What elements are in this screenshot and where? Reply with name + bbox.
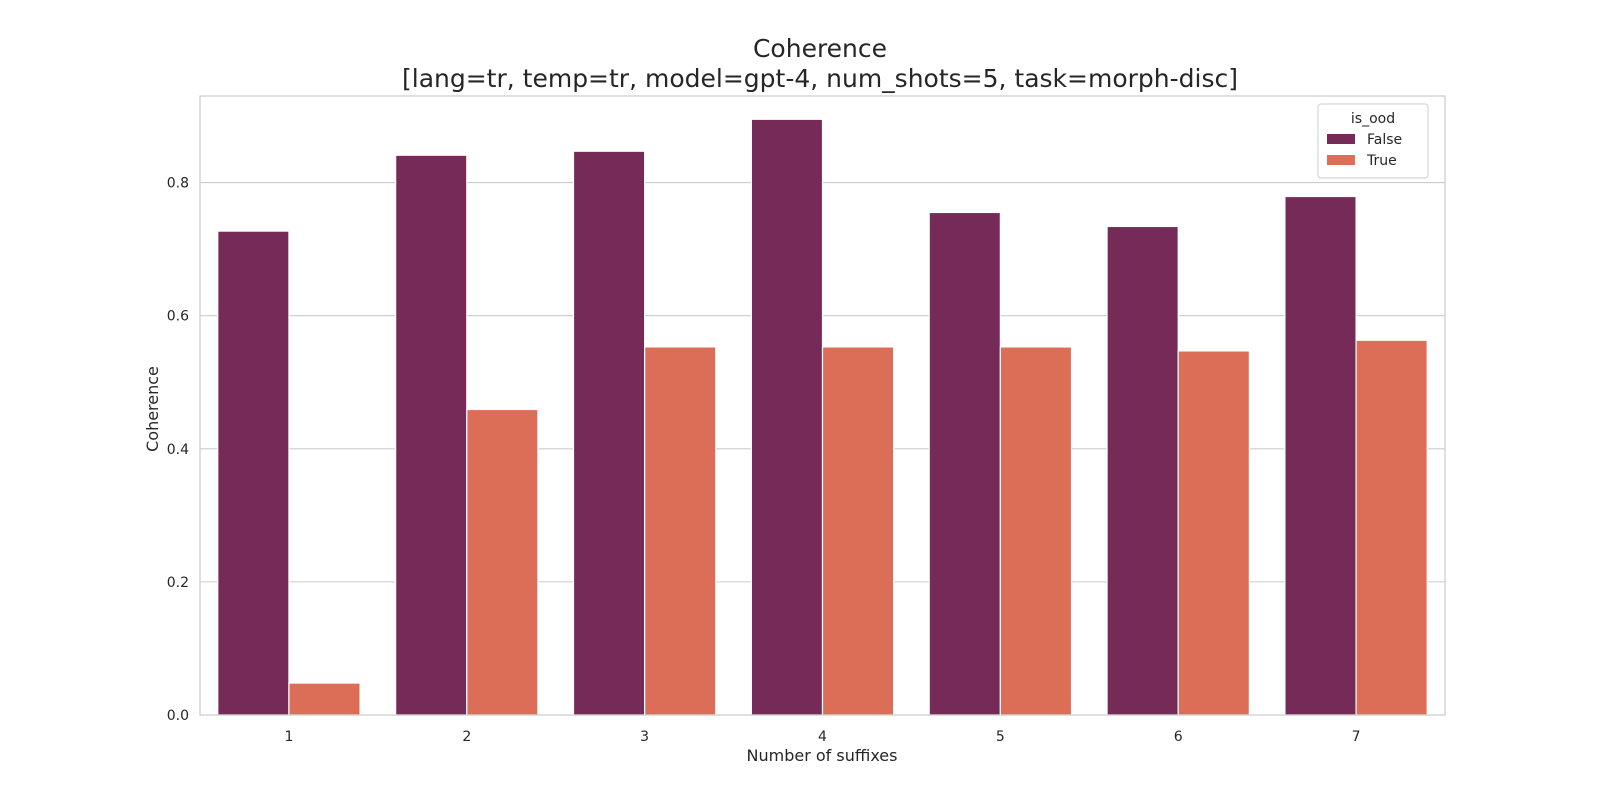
bar-false-7 <box>1284 195 1357 716</box>
bar-true-3 <box>644 346 717 716</box>
legend-swatch-true <box>1327 155 1355 165</box>
legend-title: is_ood <box>1351 111 1395 127</box>
x-axis-label: Number of suffixes <box>747 746 898 765</box>
plot-frame <box>199 95 1446 716</box>
bar-true-2 <box>466 408 539 716</box>
bar-true-4 <box>821 346 895 716</box>
x-tick-label: 5 <box>996 729 1005 745</box>
x-tick-label: 7 <box>1352 729 1361 745</box>
chart-subtitle: [lang=tr, temp=tr, model=gpt-4, num_shot… <box>402 64 1238 93</box>
y-tick-labels: 0.0 0.2 0.4 0.6 0.8 <box>167 176 189 724</box>
legend-swatch-false <box>1327 134 1355 144</box>
x-tick-label: 4 <box>818 729 827 745</box>
bar-false-4 <box>750 118 824 716</box>
y-tick-label: 0.4 <box>167 442 189 458</box>
y-axis-label: Coherence <box>143 366 162 452</box>
legend-label-false: False <box>1367 132 1402 148</box>
bar-false-6 <box>1106 225 1179 716</box>
y-tick-label: 0.2 <box>167 575 189 591</box>
bars <box>217 118 1428 716</box>
x-tick-label: 2 <box>462 729 471 745</box>
x-tick-label: 1 <box>284 729 293 745</box>
bar-false-5 <box>928 211 1001 716</box>
y-tick-label: 0.0 <box>167 708 189 724</box>
bar-true-1 <box>288 682 361 716</box>
legend-label-true: True <box>1366 153 1397 169</box>
bar-false-2 <box>395 154 468 716</box>
x-tick-labels: 1 2 3 4 5 6 7 <box>284 729 1360 745</box>
y-tick-label: 0.6 <box>167 309 189 325</box>
bar-true-5 <box>999 346 1073 716</box>
bar-false-3 <box>572 150 646 716</box>
bar-true-7 <box>1355 339 1428 716</box>
legend: is_ood False True <box>1317 103 1429 179</box>
y-tick-label: 0.8 <box>167 176 189 192</box>
x-tick-label: 6 <box>1174 729 1183 745</box>
bar-false-1 <box>217 230 290 716</box>
chart-title: Coherence <box>753 34 887 63</box>
bar-true-6 <box>1177 350 1250 716</box>
x-tick-label: 3 <box>640 729 649 745</box>
